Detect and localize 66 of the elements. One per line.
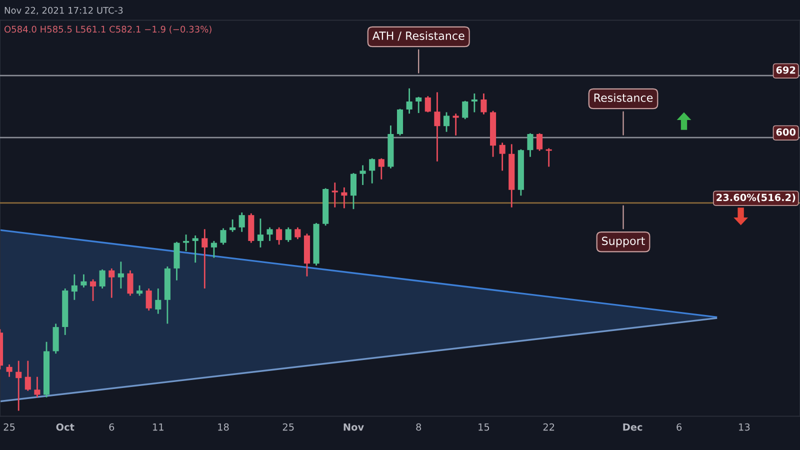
x-tick-label: 15 <box>478 423 490 431</box>
candlestick <box>24 360 31 392</box>
candlestick <box>527 132 534 158</box>
candlestick <box>230 218 236 233</box>
candlestick <box>238 212 245 233</box>
candlestick <box>146 288 152 312</box>
candlestick <box>90 278 96 302</box>
x-tick-label: Nov <box>344 423 364 431</box>
candlestick <box>369 158 376 184</box>
candlestick <box>350 172 357 210</box>
x-tick-label: 11 <box>153 423 164 431</box>
candlestick <box>332 182 338 208</box>
x-tick-label: 25 <box>282 423 294 431</box>
candlestick <box>202 228 208 290</box>
candlestick <box>285 226 292 243</box>
candlestick <box>378 158 384 180</box>
annotation: Resistance <box>594 93 653 102</box>
candlestick <box>183 234 190 252</box>
candlestick <box>80 274 87 288</box>
annotation: O584.0 H585.5 L561.1 C582.1 −1.9 (−0.33%) <box>4 26 212 34</box>
candlestick <box>406 88 412 114</box>
x-tick-label: 6 <box>109 423 114 431</box>
candlestick <box>341 186 348 209</box>
x-tick-label: Oct <box>56 423 74 431</box>
candlestick <box>257 218 264 248</box>
candlestick <box>452 112 459 136</box>
candlestick <box>434 92 440 162</box>
candlestick <box>443 112 450 133</box>
text: Nov 22, 2021 17:12 UTC-3 <box>4 6 123 15</box>
candlestick <box>118 260 124 290</box>
candlestick <box>480 92 487 116</box>
candlestick <box>136 284 143 296</box>
x-tick-label: 22 <box>543 423 554 431</box>
x-tick-label: 8 <box>416 423 422 431</box>
candlestick <box>16 360 22 412</box>
annotation: ATH / Resistance <box>372 31 464 41</box>
candlestick <box>108 268 115 299</box>
ref-line-label: 600 <box>776 128 796 136</box>
x-tick-label: 25 <box>4 423 15 431</box>
ref-line-label: 23.60%(516.2) <box>716 194 796 202</box>
candlestick <box>276 226 282 246</box>
candlestick <box>192 234 198 264</box>
candlestick <box>71 274 78 301</box>
candlestick <box>266 226 273 242</box>
candlestick <box>210 240 217 259</box>
candlestick <box>499 142 506 172</box>
candlestick <box>6 364 12 378</box>
x-tick-label: 6 <box>676 423 682 431</box>
ref-line-label: 692 <box>776 66 796 74</box>
candlestick <box>546 148 552 168</box>
candlestick <box>155 288 162 315</box>
candlestick <box>34 376 40 398</box>
x-tick-label: 13 <box>739 423 750 431</box>
candlestick <box>99 268 106 290</box>
x-tick-label: Dec <box>623 423 642 431</box>
candlestick <box>424 95 431 113</box>
candlestick <box>416 96 422 114</box>
candlestick <box>294 226 301 240</box>
annotation: Support <box>602 236 645 248</box>
candlestick <box>127 270 134 296</box>
candlestick <box>471 92 478 113</box>
candlestick <box>360 164 366 186</box>
x-tick-label: 18 <box>218 423 229 431</box>
candlestick <box>462 100 468 120</box>
candlestick <box>536 132 543 152</box>
candlestick <box>220 228 226 246</box>
